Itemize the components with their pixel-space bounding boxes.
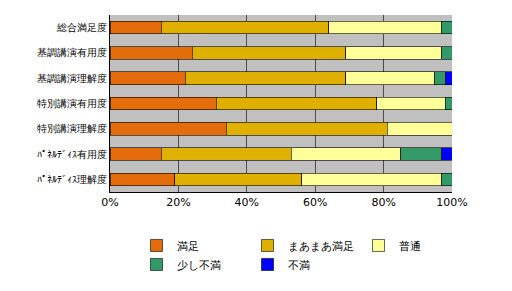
- svg-text:60%: 60%: [303, 196, 327, 209]
- svg-text:20%: 20%: [166, 196, 190, 209]
- svg-text:基調講演有用度: 基調講演有用度: [37, 47, 107, 58]
- svg-text:ﾊﾟﾈﾙﾃﾞｨｽ理解度: ﾊﾟﾈﾙﾃﾞｨｽ理解度: [37, 174, 107, 185]
- svg-text:特別講演理解度: 特別講演理解度: [37, 123, 107, 134]
- svg-text:100%: 100%: [436, 196, 467, 209]
- svg-text:基調講演理解度: 基調講演理解度: [37, 73, 107, 84]
- svg-text:総合満足度: 総合満足度: [56, 22, 107, 33]
- svg-text:まあまあ満足: まあまあ満足: [288, 240, 354, 253]
- svg-text:ﾊﾟﾈﾙﾃﾞｨｽ有用度: ﾊﾟﾈﾙﾃﾞｨｽ有用度: [37, 149, 107, 160]
- svg-text:普通: 普通: [399, 240, 421, 253]
- svg-text:満足: 満足: [177, 240, 199, 253]
- svg-text:40%: 40%: [235, 196, 259, 209]
- svg-text:80%: 80%: [371, 196, 395, 209]
- svg-text:少し不満: 少し不満: [177, 259, 221, 272]
- svg-text:不満: 不満: [288, 259, 310, 272]
- svg-text:0%: 0%: [101, 196, 118, 209]
- svg-text:特別講演有用度: 特別講演有用度: [37, 98, 107, 109]
